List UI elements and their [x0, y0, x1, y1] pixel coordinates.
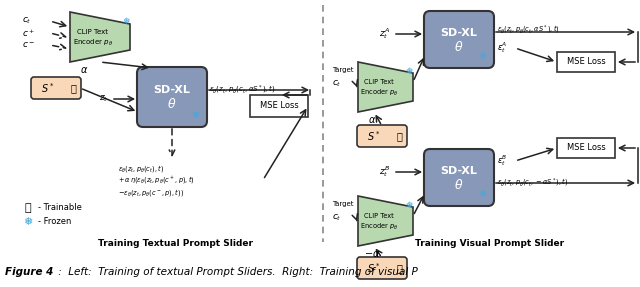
- Text: $c^-$: $c^-$: [22, 40, 35, 50]
- Polygon shape: [70, 12, 130, 62]
- Text: Encoder $p_\theta$: Encoder $p_\theta$: [360, 88, 398, 98]
- Text: $\alpha$: $\alpha$: [80, 65, 88, 75]
- Text: - Trainable: - Trainable: [38, 203, 82, 212]
- Text: MSE Loss: MSE Loss: [566, 57, 605, 67]
- Text: $\theta$: $\theta$: [167, 97, 177, 111]
- Text: ❅: ❅: [122, 18, 130, 26]
- Text: $S^*$: $S^*$: [41, 81, 55, 95]
- Text: $\epsilon_\theta(z_t,p_\theta(c_t,\alpha S^*),t)$: $\epsilon_\theta(z_t,p_\theta(c_t,\alpha…: [497, 24, 560, 36]
- Text: 🔥: 🔥: [25, 203, 31, 213]
- Text: CLIP Text: CLIP Text: [364, 79, 394, 85]
- Text: Encoder $p_\theta$: Encoder $p_\theta$: [73, 38, 113, 48]
- Polygon shape: [358, 196, 413, 246]
- Text: CLIP Text: CLIP Text: [77, 29, 108, 35]
- Text: CLIP Text: CLIP Text: [364, 213, 394, 219]
- FancyBboxPatch shape: [424, 149, 494, 206]
- Text: $\epsilon_\theta(z_t,p_\theta(c_t),t)$: $\epsilon_\theta(z_t,p_\theta(c_t),t)$: [118, 162, 164, 174]
- Polygon shape: [358, 62, 413, 112]
- Text: Encoder $p_\theta$: Encoder $p_\theta$: [360, 222, 398, 232]
- Text: $c_t$: $c_t$: [332, 79, 342, 89]
- Text: $+\,\alpha\,\eta(\epsilon_\theta(z_t,p_\theta(c^+,p),t)$: $+\,\alpha\,\eta(\epsilon_\theta(z_t,p_\…: [118, 174, 195, 186]
- FancyBboxPatch shape: [424, 11, 494, 68]
- Text: $-\alpha$: $-\alpha$: [364, 249, 380, 259]
- Bar: [557, 52, 615, 72]
- Text: ❅: ❅: [23, 217, 33, 227]
- Text: $z_t^B$: $z_t^B$: [379, 164, 390, 179]
- Text: $c^+$: $c^+$: [22, 27, 35, 39]
- Text: $S^*$: $S^*$: [367, 129, 381, 143]
- Text: Figure 4: Figure 4: [5, 267, 53, 277]
- Text: ❅: ❅: [478, 189, 486, 199]
- Text: $\theta$: $\theta$: [454, 40, 464, 54]
- Text: $\epsilon_t^A$: $\epsilon_t^A$: [497, 40, 508, 55]
- Text: SD-XL: SD-XL: [440, 166, 477, 176]
- Text: $\theta$: $\theta$: [454, 178, 464, 192]
- Text: 🔥: 🔥: [396, 263, 402, 273]
- Text: ❅: ❅: [478, 51, 486, 61]
- Text: $c_t$: $c_t$: [22, 16, 31, 26]
- Text: $\alpha$: $\alpha$: [368, 115, 376, 125]
- Text: MSE Loss: MSE Loss: [566, 144, 605, 152]
- Bar: [557, 138, 615, 158]
- Text: ❅: ❅: [405, 67, 413, 77]
- Text: $c_t$: $c_t$: [332, 213, 342, 223]
- Text: Training Textual Prompt Slider: Training Textual Prompt Slider: [97, 239, 253, 249]
- FancyBboxPatch shape: [31, 77, 81, 99]
- FancyBboxPatch shape: [357, 125, 407, 147]
- Text: ❅: ❅: [191, 110, 199, 120]
- Text: MSE Loss: MSE Loss: [260, 102, 298, 110]
- Text: :  Left:  Training of textual Prompt Sliders.  Right:  Training of visual P: : Left: Training of textual Prompt Slide…: [55, 267, 418, 277]
- Text: $z_t^A$: $z_t^A$: [379, 26, 390, 41]
- FancyBboxPatch shape: [357, 257, 407, 279]
- Text: Training Visual Prompt Slider: Training Visual Prompt Slider: [415, 239, 564, 249]
- Text: ❅: ❅: [405, 201, 413, 210]
- Bar: [250, 95, 308, 117]
- Text: - Frozen: - Frozen: [38, 218, 72, 226]
- Text: SD-XL: SD-XL: [440, 28, 477, 38]
- Text: 🔥: 🔥: [396, 131, 402, 141]
- Text: $-\epsilon_\theta(z_t,p_\theta(c^-,p),t))$: $-\epsilon_\theta(z_t,p_\theta(c^-,p),t)…: [118, 187, 184, 197]
- Text: SD-XL: SD-XL: [154, 85, 191, 95]
- Text: 🔥: 🔥: [70, 83, 76, 93]
- Text: $S^*$: $S^*$: [367, 261, 381, 275]
- Text: $\epsilon_\theta(z_t,p_\theta(c_t,\alpha S^*),t)$: $\epsilon_\theta(z_t,p_\theta(c_t,\alpha…: [209, 84, 275, 96]
- Text: $\epsilon_\theta(z_t,p_\theta(c_t,-\alpha S^*),t)$: $\epsilon_\theta(z_t,p_\theta(c_t,-\alph…: [497, 177, 568, 189]
- Text: $z_t$: $z_t$: [99, 94, 108, 104]
- Text: $\epsilon_t^B$: $\epsilon_t^B$: [497, 154, 508, 168]
- Text: Target: Target: [332, 201, 353, 207]
- FancyBboxPatch shape: [137, 67, 207, 127]
- Text: Target: Target: [332, 67, 353, 73]
